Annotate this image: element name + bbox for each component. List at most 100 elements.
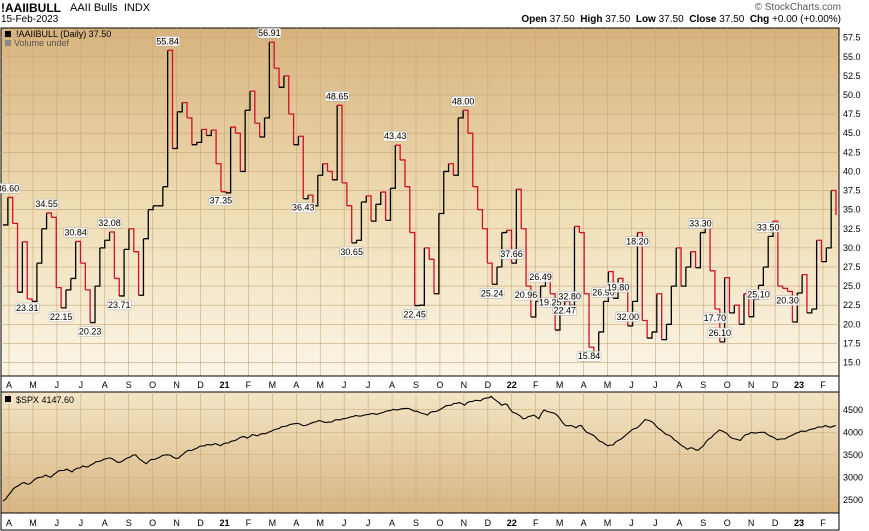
annotation-box	[48, 311, 74, 323]
aaii-bull-segment	[51, 216, 57, 288]
bottom-x-tick-label: N	[748, 518, 755, 528]
aaii-bull-segment	[27, 298, 33, 302]
annotation-label: 22.45	[403, 310, 426, 320]
aaii-bull-segment	[598, 301, 605, 333]
aaii-bull-segment	[434, 213, 440, 295]
aaii-bull-segment	[724, 277, 731, 313]
aaii-bull-segment	[666, 286, 672, 325]
bottom-x-axis-labels: A M J J A S O N D 21 F M A M J J A S O N D 22 F M A M J J A S O N D 23 F	[6, 518, 826, 528]
symbol-title: !AAIIBULL	[1, 1, 61, 15]
spx-legend-swatch	[5, 396, 11, 402]
bottom-x-tick-label: M	[604, 518, 612, 528]
bottom-x-tick-label: D	[485, 518, 492, 528]
bottom-x-tick-label: A	[102, 518, 108, 528]
bottom-x-tick-label: J	[366, 518, 371, 528]
aaii-bull-segment	[211, 129, 217, 164]
annotation-box	[339, 246, 364, 258]
aaii-bull-segment	[191, 142, 198, 146]
aaii-bull-segment	[477, 208, 484, 229]
x-tick-label: J	[342, 380, 347, 390]
aaii-bull-segment	[167, 49, 174, 149]
aaii-bull-segment	[298, 135, 304, 199]
aaii-bull-segment	[327, 170, 333, 180]
x-tick-label: A	[389, 380, 395, 390]
annotation-box	[615, 311, 640, 323]
bottom-x-tick-label: N	[173, 518, 180, 528]
aaii-bull-segment	[806, 309, 813, 314]
annotation-label: 17.70	[704, 313, 727, 323]
aaii-bull-segment	[627, 301, 634, 327]
price-y-tick-label: 52.5	[843, 71, 861, 81]
bottom-x-tick-label: J	[55, 518, 60, 528]
bottom-x-tick-label: S	[700, 518, 706, 528]
ohlc-readout: Open 37.50 High 37.50 Low 37.50 Close 37…	[521, 14, 841, 25]
annotation-box	[688, 218, 713, 229]
annotation-label: 26.10	[709, 328, 732, 338]
aaii-bull-segment	[458, 110, 464, 119]
aaii-bull-series	[3, 41, 837, 357]
bottom-x-tick-label: M	[269, 518, 277, 528]
aaii-bull-segment	[114, 277, 120, 296]
aaii-bull-segment	[521, 228, 527, 287]
bottom-x-axis-background	[0, 512, 840, 531]
annotation-label: 15.84	[578, 351, 601, 361]
x-tick-label: D	[197, 380, 204, 390]
x-tick-label: J	[79, 380, 84, 390]
aaii-bull-segment	[748, 299, 755, 318]
aaii-bull-segment	[17, 241, 24, 293]
aaii-bull-segment	[511, 189, 518, 264]
aaii-bull-segment	[274, 67, 280, 88]
annotation-label: 32.08	[98, 218, 121, 228]
bottom-x-tick-label: O	[724, 518, 731, 528]
aaii-bull-segment	[75, 240, 82, 264]
aaii-bull-segment	[651, 293, 658, 333]
annotation-label: 19.80	[607, 282, 630, 292]
high-label: High	[580, 14, 603, 25]
aaii-bull-segment	[773, 220, 779, 287]
legend-swatch	[5, 31, 11, 37]
aaii-bull-segment	[681, 266, 687, 287]
aaii-bull-segment	[734, 304, 740, 325]
aaii-bull-segment	[671, 247, 677, 287]
annotation-box	[605, 282, 631, 293]
aaii-bull-segment	[777, 285, 784, 289]
aaii-bull-segment	[632, 232, 639, 303]
aaii-bull-segment	[797, 274, 803, 294]
price-panel: 15.0 17.5 20.0 22.5 25.0 27.5 30.0 32.5 35.0 37.5…	[0, 27, 861, 377]
aaii-bull-segment	[128, 228, 135, 252]
annotation-label: 37.66	[500, 249, 523, 259]
aaii-bull-segment	[56, 286, 62, 308]
aaii-bull-segment	[758, 266, 765, 286]
aaii-bull-segment	[729, 305, 735, 314]
aaii-bull-segment	[196, 129, 203, 144]
aaii-bull-segment	[225, 127, 232, 194]
price-legend: !AAIIBULL (Daily) 37.50 Volume undef	[5, 29, 111, 48]
annotation-box	[557, 291, 582, 302]
bottom-x-tick-label: A	[293, 518, 299, 528]
aaii-bull-segment	[157, 186, 164, 207]
bottom-x-tick-label: O	[436, 518, 443, 528]
aaii-bull-segment	[279, 75, 285, 88]
annotation-box	[15, 302, 40, 314]
aaii-bull-segment	[3, 197, 9, 226]
aaii-bull-segment	[496, 232, 503, 268]
annotation-box	[155, 36, 180, 47]
aaii-bull-segment	[230, 126, 237, 134]
aaii-bull-segment	[574, 225, 580, 233]
aaii-bull-segment	[12, 222, 19, 293]
aaii-bull-segment	[719, 277, 726, 343]
spx-y-tick-label: 4500	[843, 405, 863, 415]
price-y-tick-label: 37.5	[843, 186, 861, 196]
price-y-tick-label: 25.0	[843, 281, 861, 291]
aaii-bull-segment	[472, 186, 479, 210]
annotation-label: 18.20	[626, 237, 649, 247]
annotation-box	[34, 198, 59, 210]
spx-legend: $SPX 4147.60	[5, 395, 74, 405]
aaii-bull-segment	[710, 270, 716, 310]
price-y-tick-label: 35.0	[843, 205, 861, 215]
annotation-box	[775, 295, 800, 306]
x-tick-label: J	[653, 380, 658, 390]
annotation-box	[402, 309, 427, 320]
bottom-x-tick-label: D	[772, 518, 779, 528]
